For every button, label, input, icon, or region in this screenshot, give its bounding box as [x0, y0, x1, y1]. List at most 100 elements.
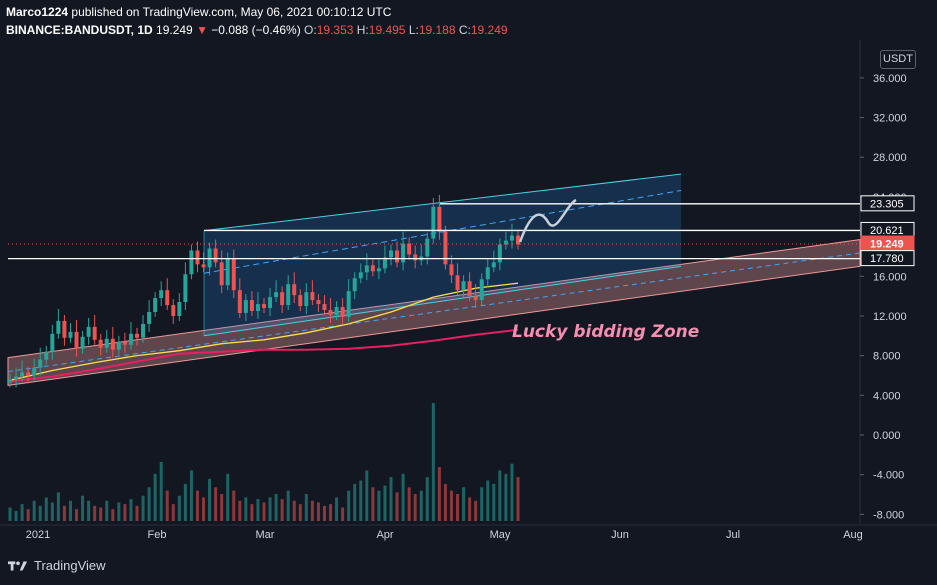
- volume-bar: [208, 478, 212, 521]
- candle-body: [328, 310, 333, 315]
- publish-line: Marco1224 published on TradingView.com, …: [6, 5, 391, 19]
- candle-body: [74, 331, 79, 349]
- brand-name: TradingView: [34, 558, 106, 573]
- symbol-label[interactable]: BINANCE:BANDUSDT, 1D: [6, 23, 153, 37]
- candle-body: [443, 231, 448, 265]
- candle-body: [80, 336, 85, 349]
- y-tick-label: 4.000: [873, 390, 901, 402]
- x-tick-label: Feb: [148, 529, 167, 541]
- y-tick-label: 12.000: [873, 311, 907, 323]
- candle-body: [485, 267, 490, 280]
- candle-body: [8, 379, 12, 383]
- candle-body: [401, 243, 406, 263]
- volume-bar: [256, 499, 260, 521]
- volume-bar: [274, 494, 278, 521]
- volume-bar: [498, 470, 502, 521]
- candle-body: [449, 264, 454, 276]
- volume-bar: [316, 502, 320, 521]
- candle-body: [50, 333, 55, 352]
- candle-body: [316, 300, 321, 305]
- volume-bar: [449, 490, 453, 521]
- volume-bar: [183, 483, 187, 521]
- candle-body: [189, 250, 194, 275]
- volume-bar: [189, 470, 193, 521]
- volume-bar: [220, 494, 224, 521]
- volume-bar: [135, 505, 139, 521]
- candle-body: [32, 367, 37, 376]
- x-tick-label: Apr: [376, 529, 393, 541]
- candle-body: [44, 351, 49, 360]
- volume-bar: [443, 483, 447, 521]
- candle-body: [116, 341, 121, 350]
- price-label-text: 19.249: [870, 239, 904, 251]
- candle-body: [213, 248, 218, 263]
- volume-bar: [407, 487, 411, 521]
- candle-body: [370, 265, 375, 272]
- price-label-box: [860, 250, 915, 267]
- volume-bar: [202, 497, 206, 521]
- candle-body: [473, 296, 478, 301]
- volume-bar: [329, 504, 333, 521]
- volume-bar: [214, 487, 218, 521]
- open-value: 19.353: [316, 23, 354, 37]
- candle-body: [104, 338, 109, 348]
- channel-upper-line: [203, 173, 682, 232]
- candle-body: [334, 307, 339, 315]
- volume-bar: [298, 504, 302, 521]
- volume-bar: [486, 480, 490, 521]
- ma-slow-line: [9, 328, 519, 383]
- candle-body: [110, 338, 115, 350]
- candle-body: [461, 281, 466, 291]
- candle-body: [407, 243, 412, 255]
- volume-bar: [401, 473, 405, 521]
- volume-bar: [437, 467, 441, 521]
- volume-bar: [462, 487, 466, 521]
- y-tick-label: 8.000: [873, 351, 901, 363]
- y-tick-label: -8.000: [873, 509, 904, 521]
- volume-bar: [310, 500, 314, 521]
- tradingview-brand[interactable]: TradingView: [8, 558, 106, 573]
- x-tick-label: Jun: [611, 529, 629, 541]
- volume-bar: [395, 492, 399, 521]
- volume-bar: [474, 500, 478, 521]
- volume-bar: [50, 502, 54, 521]
- y-tick-label: 36.000: [873, 73, 907, 85]
- published-text: published on TradingView.com, May 06, 20…: [71, 5, 392, 19]
- candle-body: [467, 281, 472, 297]
- candle-body: [286, 284, 291, 306]
- low-value: 19.188: [418, 23, 456, 37]
- volume-bar: [147, 487, 151, 521]
- volume-bar: [111, 509, 115, 521]
- volume-bar: [431, 403, 435, 521]
- x-tick-label: 2021: [26, 529, 50, 541]
- candle-body: [159, 290, 164, 299]
- volume-bar: [20, 504, 24, 521]
- candle-body: [298, 295, 303, 307]
- price-label-text: 20.621: [870, 225, 904, 237]
- ma-fast-line: [9, 282, 519, 382]
- candle-body: [62, 320, 67, 338]
- volume-bar: [480, 487, 484, 521]
- candle-body: [389, 250, 393, 258]
- author-name[interactable]: Marco1224: [6, 5, 69, 19]
- candle-body: [437, 206, 442, 232]
- candle-body: [364, 265, 369, 273]
- projection-squiggle: [518, 198, 577, 243]
- candle-body: [153, 298, 158, 312]
- volume-bar: [105, 500, 109, 521]
- currency-badge[interactable]: USDT: [880, 50, 916, 69]
- volume-bar: [268, 497, 272, 521]
- volume-bar: [153, 473, 157, 521]
- volume-bar: [341, 507, 345, 521]
- candle-body: [268, 297, 273, 309]
- candle-body: [376, 268, 381, 272]
- candle-body: [122, 341, 127, 345]
- y-tick-label: 0.000: [873, 430, 901, 442]
- volume-bar: [177, 495, 181, 521]
- candle-body: [237, 290, 242, 313]
- candle-body: [128, 333, 133, 345]
- volume-bar: [171, 504, 175, 521]
- high-label: H:: [356, 23, 369, 37]
- volume-bar: [322, 505, 326, 521]
